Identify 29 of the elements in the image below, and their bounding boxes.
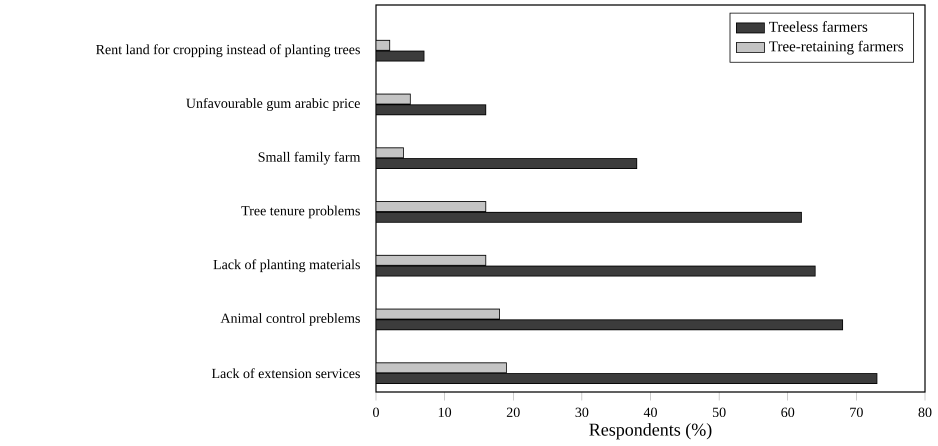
bar (376, 319, 844, 330)
x-tick-label: 30 (576, 408, 588, 418)
y-tick-label: Animal control preblems (220, 313, 360, 326)
x-tick-label: 70 (850, 408, 863, 418)
y-tick-label: Lack of planting materials (213, 259, 360, 272)
bar (376, 362, 507, 374)
y-tick-label: Unfavourable gum arabic price (186, 98, 360, 111)
bar (376, 212, 802, 223)
bar (376, 158, 638, 169)
bar (376, 266, 816, 276)
y-tick-label: Small family farm (258, 152, 360, 165)
x-tick-label: 10 (438, 408, 452, 418)
x-tick-label: 20 (506, 408, 520, 418)
x-tick-label: 50 (712, 408, 726, 418)
x-tick-label: 40 (644, 408, 657, 418)
x-tick-label: 0 (373, 408, 379, 418)
bar (376, 254, 486, 266)
x-axis-title: Respondents (%) (589, 423, 712, 440)
bar (376, 104, 486, 116)
bar (376, 40, 390, 50)
bar (376, 147, 404, 158)
bar (376, 373, 878, 384)
y-tick-label: Rent land for cropping instead of planting trees (96, 44, 360, 58)
x-tick-label: 60 (781, 408, 794, 418)
legend-label: Tree-retaining farmers (769, 40, 904, 55)
y-tick-label: Lack of extension services (212, 368, 360, 378)
y-tick-label: Tree tenure problems (241, 206, 360, 218)
x-tick-label: 80 (918, 408, 932, 418)
legend-label: Treeless farmers (769, 21, 868, 32)
